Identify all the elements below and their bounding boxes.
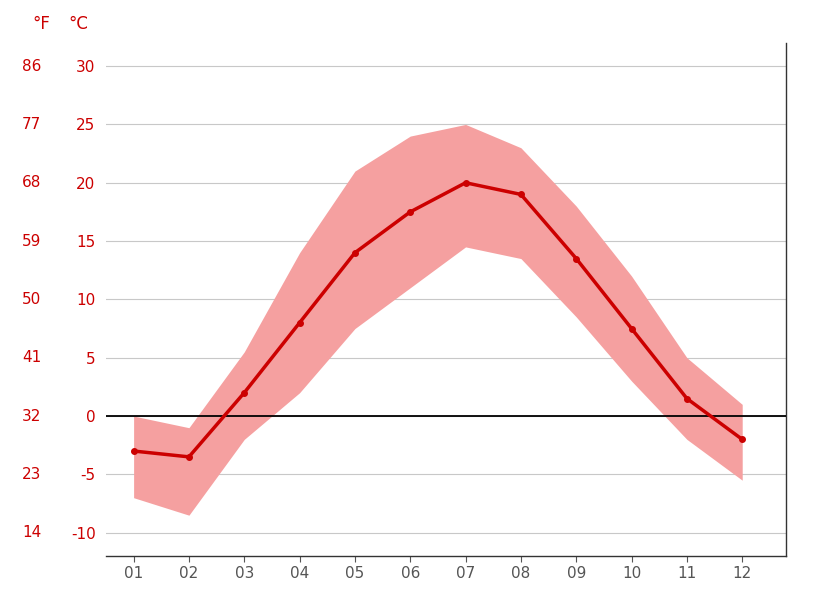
- Text: 86: 86: [22, 59, 42, 73]
- Text: 50: 50: [22, 292, 42, 307]
- Text: °C: °C: [68, 15, 89, 32]
- Text: 68: 68: [22, 175, 42, 190]
- Text: 14: 14: [22, 525, 42, 540]
- Text: 32: 32: [22, 409, 42, 423]
- Text: 77: 77: [22, 117, 42, 132]
- Text: 23: 23: [22, 467, 42, 482]
- Text: 41: 41: [22, 350, 42, 365]
- Text: 59: 59: [22, 233, 42, 249]
- Text: °F: °F: [33, 15, 51, 32]
